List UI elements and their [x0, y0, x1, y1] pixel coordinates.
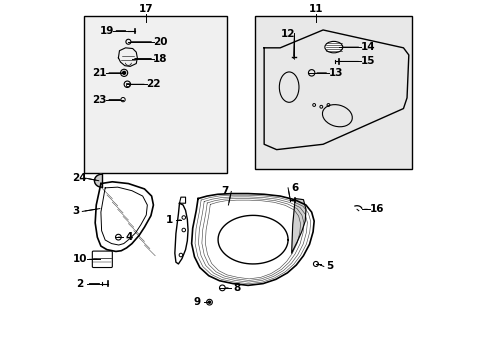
Text: 1: 1 [165, 215, 173, 225]
Text: 24: 24 [72, 173, 86, 183]
Text: 12: 12 [280, 28, 295, 39]
Text: 10: 10 [73, 254, 87, 264]
Text: 3: 3 [72, 206, 80, 216]
Bar [83, 16, 226, 173]
Text: 6: 6 [290, 183, 298, 193]
Text: 22: 22 [146, 79, 161, 89]
Polygon shape [291, 199, 305, 253]
Text: 17: 17 [139, 4, 153, 14]
Bar [255, 16, 411, 169]
Text: 5: 5 [326, 261, 333, 271]
FancyBboxPatch shape [92, 251, 112, 267]
Text: 23: 23 [92, 95, 107, 105]
Text: 4: 4 [125, 232, 133, 242]
Circle shape [208, 301, 210, 303]
Text: 13: 13 [327, 68, 342, 78]
Text: 2: 2 [77, 279, 83, 289]
Ellipse shape [322, 105, 351, 127]
Polygon shape [94, 174, 102, 187]
Ellipse shape [324, 41, 342, 53]
Text: 18: 18 [153, 54, 167, 64]
Text: 21: 21 [92, 68, 107, 78]
Text: 9: 9 [193, 297, 201, 307]
Bar [125, 83, 128, 86]
Text: 14: 14 [360, 42, 374, 52]
Text: 15: 15 [360, 57, 374, 66]
Ellipse shape [279, 72, 298, 102]
Text: 16: 16 [368, 204, 383, 214]
Circle shape [122, 71, 125, 74]
Text: 19: 19 [100, 26, 114, 36]
Text: 7: 7 [221, 186, 228, 197]
Text: 11: 11 [308, 4, 323, 14]
Text: 8: 8 [233, 283, 241, 293]
Text: 20: 20 [153, 37, 167, 47]
